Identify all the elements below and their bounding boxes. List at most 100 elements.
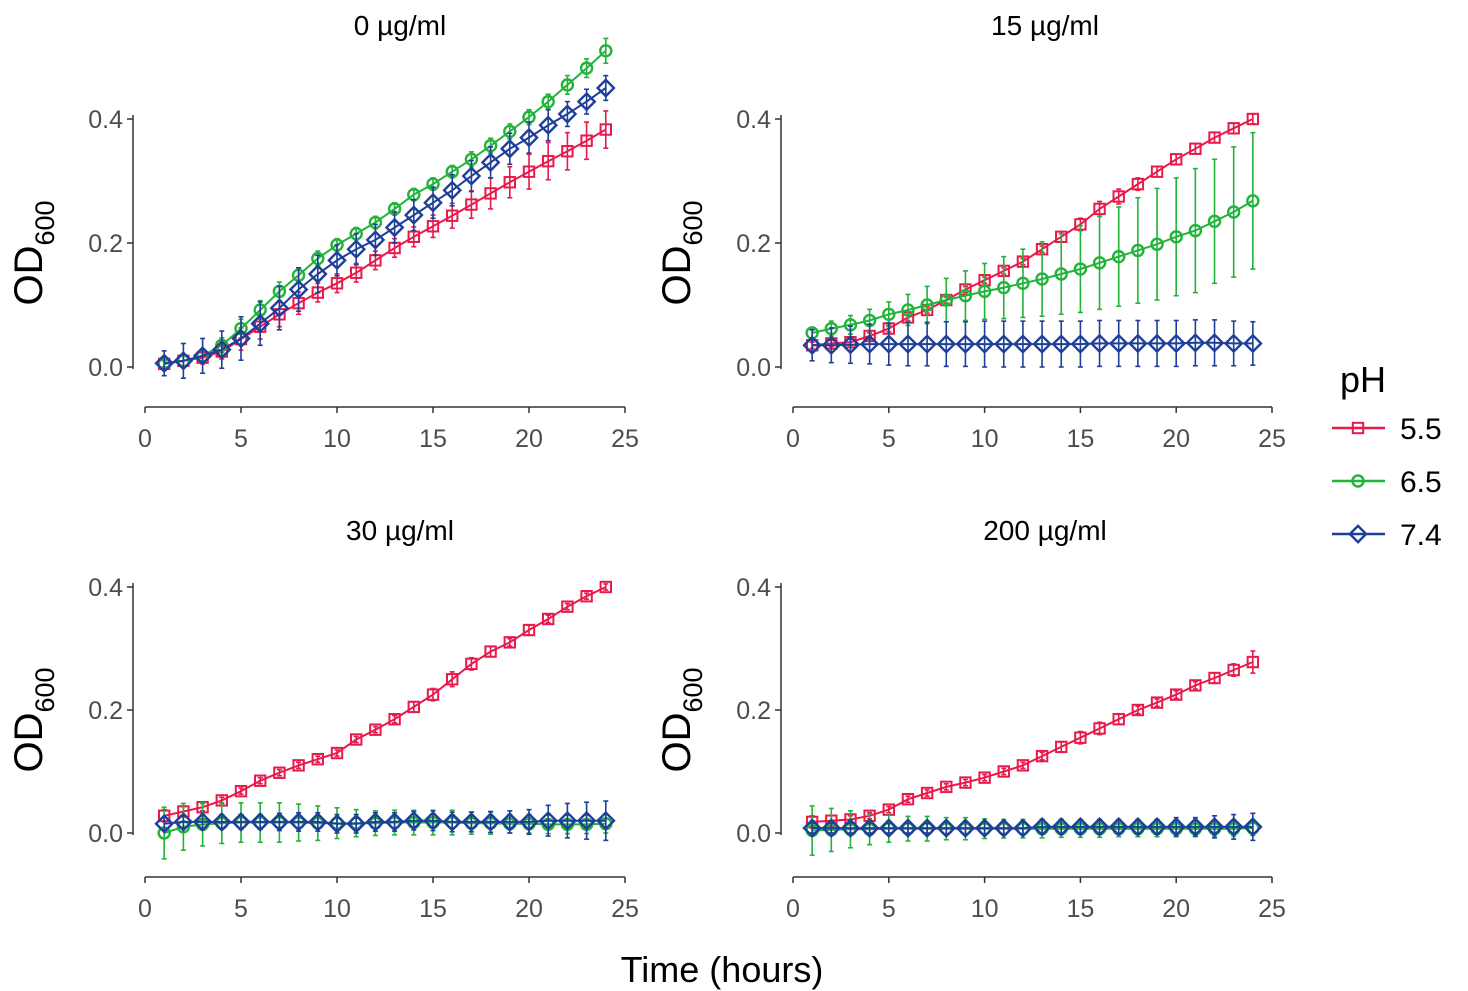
panel-15-g-ml: 15 µg/ml 0.0 0.2 0.4 0 5 10 15 20 25 OD600 [655, 10, 1286, 453]
data-point [499, 138, 520, 159]
data-point [1032, 334, 1052, 354]
data-point [484, 645, 497, 658]
series-ph-6-5 [157, 37, 613, 371]
series-ph-6-5 [157, 802, 613, 860]
data-point [231, 328, 251, 349]
x-tick-label: 25 [611, 895, 639, 923]
y-tick-label: 0.2 [736, 697, 771, 725]
data-point [878, 334, 899, 354]
series-ph-7-4 [154, 74, 616, 379]
y-tick-label: 0.4 [88, 574, 123, 602]
data-point [1227, 663, 1240, 677]
data-point [423, 192, 443, 213]
data-point [1013, 334, 1033, 354]
data-point [542, 612, 555, 626]
data-point [821, 335, 842, 356]
series-ph-5-5 [805, 650, 1260, 829]
data-point [1128, 333, 1148, 354]
data-point [330, 746, 344, 760]
data-point [1166, 333, 1187, 354]
legend-label: 5.5 [1400, 413, 1442, 446]
data-point [503, 176, 517, 189]
data-point [1147, 333, 1167, 354]
x-tick-label: 25 [1258, 425, 1286, 453]
data-point [1131, 703, 1145, 717]
y-axis-label-subscript: 600 [678, 667, 708, 712]
data-point [917, 818, 937, 838]
series-ph-7-4 [802, 319, 1263, 368]
data-point [576, 810, 597, 831]
data-point [384, 217, 405, 238]
data-point [465, 657, 478, 671]
data-point [231, 812, 251, 832]
data-point [917, 334, 937, 354]
data-point [1246, 194, 1260, 208]
data-point [307, 812, 328, 832]
series-ph-6-5 [805, 131, 1260, 340]
x-tick-label: 0 [786, 895, 800, 923]
data-point [882, 307, 896, 322]
data-point [250, 812, 271, 832]
data-point [499, 812, 520, 832]
data-point [560, 78, 575, 92]
data-point [1223, 333, 1244, 354]
data-point [821, 818, 842, 838]
data-point [977, 284, 992, 299]
data-point [465, 198, 478, 211]
data-point [1089, 333, 1110, 354]
data-point [579, 61, 594, 75]
data-point [423, 810, 443, 831]
data-point [234, 784, 248, 798]
data-point [327, 250, 347, 271]
data-point [250, 313, 271, 334]
y-tick-label: 0.2 [88, 697, 123, 725]
x-tick-label: 10 [323, 895, 351, 923]
data-point [955, 334, 976, 354]
data-point [1208, 131, 1221, 144]
data-point [307, 264, 328, 284]
data-point [859, 334, 880, 354]
data-point [1150, 237, 1164, 251]
data-point [1016, 759, 1030, 772]
data-point [1204, 332, 1225, 353]
data-point [446, 673, 459, 686]
x-tick-label: 15 [419, 425, 447, 453]
y-axis-label: OD600 [655, 667, 708, 772]
data-point [1089, 817, 1110, 837]
data-point [840, 818, 861, 838]
data-point [1112, 713, 1125, 726]
data-point [1054, 267, 1068, 281]
data-point [561, 145, 574, 158]
legend-entry-5-5: 5.5 [1332, 413, 1442, 446]
data-point [369, 723, 382, 736]
data-point [557, 104, 578, 124]
data-point [1108, 817, 1129, 837]
data-point [519, 812, 539, 832]
x-tick-label: 20 [1162, 895, 1190, 923]
data-point [1112, 190, 1125, 203]
y-tick-label: 0.4 [88, 106, 123, 134]
data-point [173, 350, 194, 371]
data-point [446, 209, 459, 222]
x-tick-label: 10 [323, 425, 351, 453]
series-line [164, 87, 607, 365]
data-point [1169, 230, 1183, 244]
data-point [519, 127, 539, 148]
data-point [901, 303, 915, 317]
y-tick-label: 0.2 [88, 230, 123, 258]
data-point [1035, 272, 1049, 286]
panel-title: 30 µg/ml [346, 515, 454, 546]
data-point [580, 134, 593, 147]
data-point [1128, 817, 1148, 837]
data-point [561, 600, 574, 613]
data-point [802, 335, 822, 356]
data-point [599, 123, 612, 136]
data-point [538, 810, 559, 831]
panel-title: 15 µg/ml [991, 10, 1099, 41]
data-point [599, 44, 613, 58]
y-axis-label: OD600 [655, 200, 708, 305]
legend-marker [1348, 524, 1368, 544]
data-point [273, 766, 286, 779]
legend-entry-7-4: 7.4 [1332, 519, 1442, 552]
data-point [288, 279, 309, 300]
